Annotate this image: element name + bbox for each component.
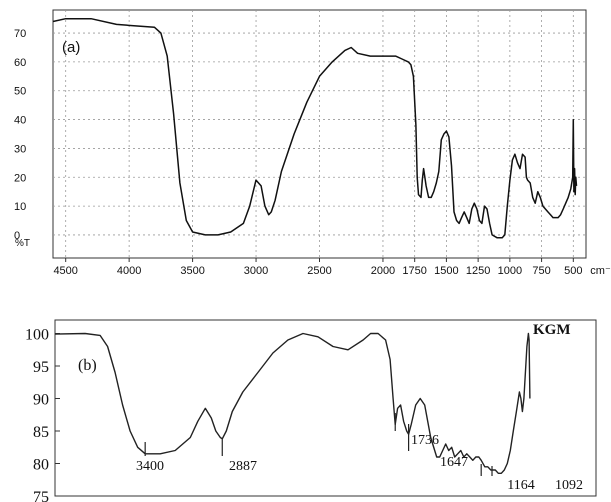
panel-a-y-tick-label: 30	[14, 143, 26, 155]
panel-a-y-unit-label: %T	[15, 238, 30, 249]
panel-a-x-ticks: 4500 4000 3500 3000 2500 2000 1750 1500 1250 1000…	[53, 258, 611, 277]
panel-a-grid	[53, 10, 586, 258]
panel-b-peak-label: 3400	[136, 459, 164, 474]
panel-a-x-tick-label: 2000	[371, 265, 395, 277]
panel-a-y-tick-label: 10	[14, 201, 26, 213]
panel-b-label: (b)	[78, 357, 97, 374]
panel-b-peak-label: 2887	[229, 459, 257, 474]
panel-a-y-tick-label: 50	[14, 86, 26, 98]
panel-b-peak-label: 1092	[555, 478, 583, 493]
panel-a-x-tick-label: 2500	[307, 265, 331, 277]
panel-a-x-tick-label: 1500	[434, 265, 458, 277]
panel-b-y-tick-label: 100	[25, 327, 49, 344]
panel-b-peak-label: 1164	[507, 478, 534, 493]
panel-b-y-tick-label: 90	[33, 392, 49, 409]
panel-a-x-unit-label: cm⁻¹	[590, 265, 611, 277]
panel-a-x-tick-label: 4500	[53, 265, 77, 277]
panel-a-x-tick-label: 3000	[244, 265, 268, 277]
panel-a-x-tick-label: 1250	[466, 265, 490, 277]
panel-a-x-tick-label: 1750	[402, 265, 426, 277]
panel-a-y-tick-label: 0	[14, 230, 20, 242]
panel-a-label: (a)	[62, 39, 80, 56]
panel-a-y-tick-label: 60	[14, 57, 26, 69]
panel-b-y-tick-label: 95	[33, 359, 49, 376]
panel-b-sample-label: KGM	[533, 322, 571, 338]
panel-a-y-tick-label: 20	[14, 172, 26, 184]
panel-a-y-tick-label: 70	[14, 28, 26, 40]
panel-b-plot-frame	[54, 319, 597, 497]
panel-a-x-tick-label: 1000	[498, 265, 522, 277]
panel-a-y-ticks: 70 60 50 40 30 20 10 0	[14, 28, 26, 242]
panel-a-x-tick-label: 3500	[180, 265, 204, 277]
panel-b-y-tick-label: 80	[33, 457, 49, 474]
panel-b-y-tick-label: 85	[33, 424, 49, 441]
panel-b-peak-label: 1736	[411, 433, 439, 448]
panel-a: 70 60 50 40 30 20 10 0 4500 4000 3500 3000 2500 2000…	[14, 9, 611, 277]
panel-a-x-tick-label: 750	[532, 265, 550, 277]
panel-b-peak-label: 1647	[440, 455, 468, 470]
panel-b-spectrum-line	[54, 332, 531, 474]
panel-a-spectrum-line	[52, 17, 578, 239]
panel-a-y-tick-label: 40	[14, 115, 26, 127]
panel-a-x-tick-label: 500	[564, 265, 582, 277]
panel-a-x-tick-label: 4000	[117, 265, 141, 277]
panel-b-y-tick-label: 75	[33, 489, 49, 502]
panel-b-y-ticks: 100 95 90 85 80 75	[25, 327, 60, 502]
